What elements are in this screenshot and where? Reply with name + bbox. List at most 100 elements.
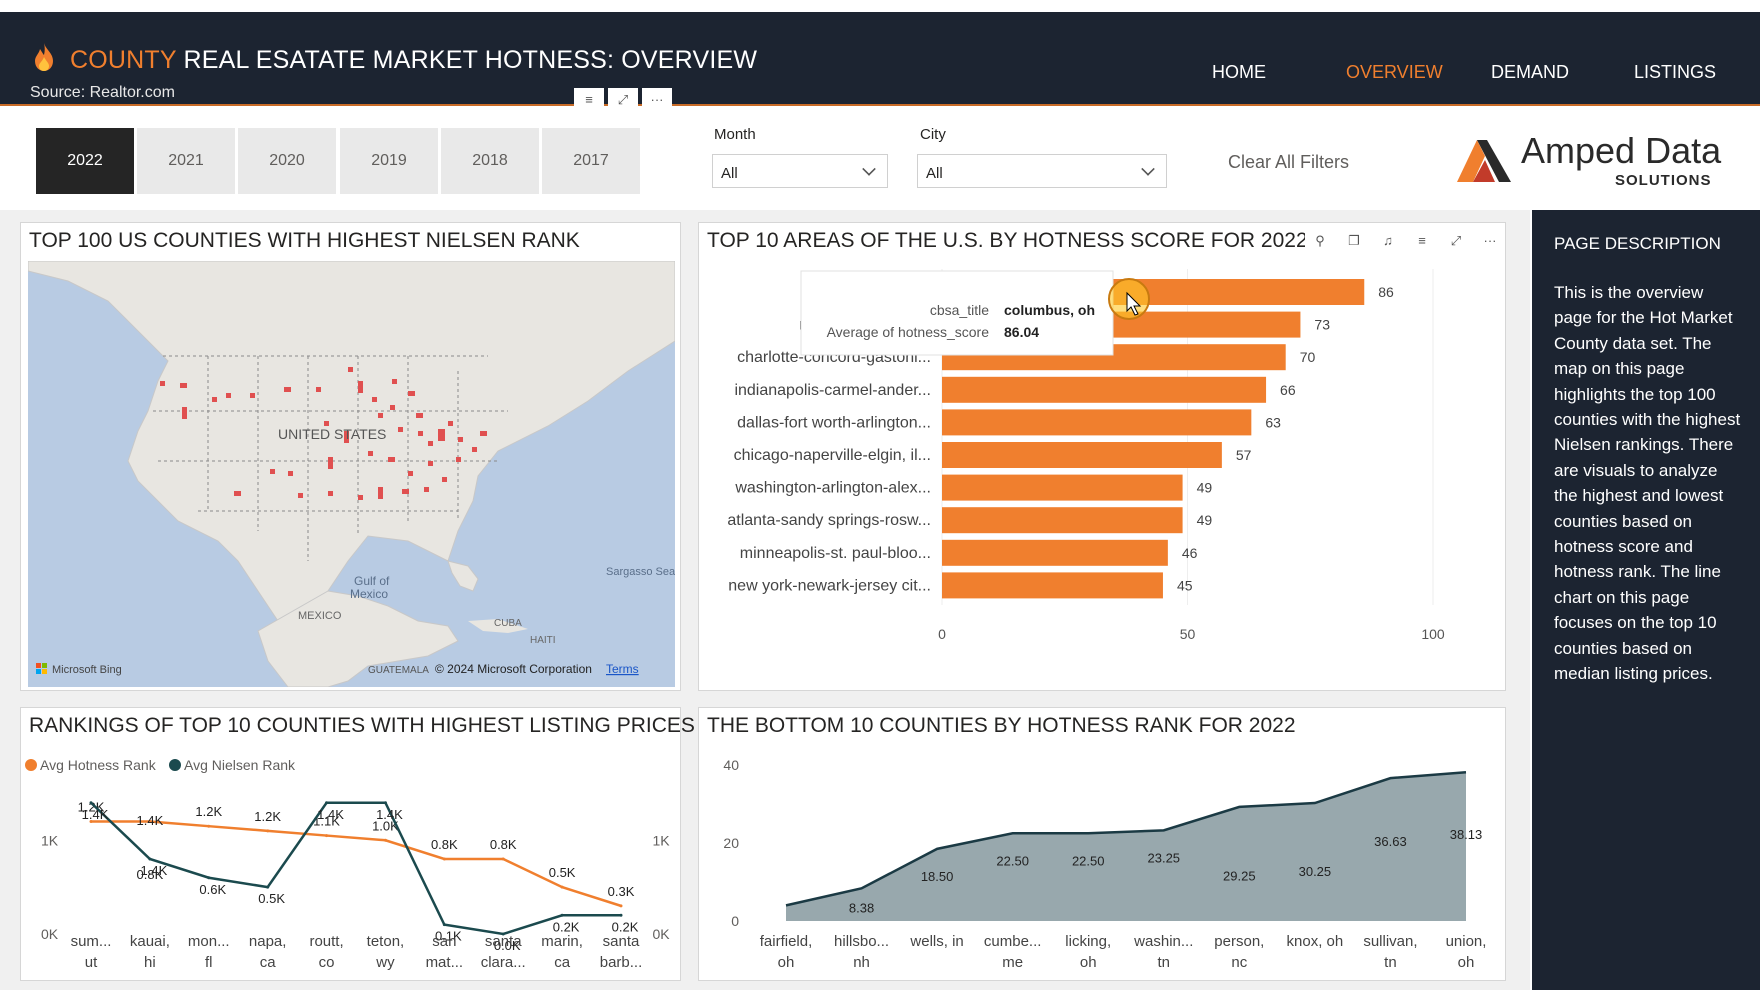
x-tick-label: fl xyxy=(205,954,213,971)
county-marker xyxy=(458,437,463,442)
x-tick-label: union, xyxy=(1446,933,1487,950)
month-value: All xyxy=(721,165,738,182)
series-point xyxy=(266,829,270,833)
x-tick-label: washin... xyxy=(1133,933,1193,950)
x-tick-label: oh xyxy=(778,954,795,971)
legend-label: Avg Nielsen Rank xyxy=(184,757,296,773)
y-tick-label: 20 xyxy=(723,835,739,851)
filter-icon[interactable]: ≡ xyxy=(1407,229,1437,253)
data-label: 22.50 xyxy=(996,853,1029,868)
series-point xyxy=(266,885,270,889)
tooltip-field-label: cbsa_title xyxy=(930,302,989,318)
x-tick-label: wells, in xyxy=(909,933,963,950)
year-button-2019[interactable]: 2019 xyxy=(340,128,438,194)
bar-value-label: 70 xyxy=(1300,349,1316,365)
x-tick-label: clara... xyxy=(481,954,526,971)
nav-home[interactable]: HOME xyxy=(1212,62,1266,82)
x-tick-label: santa xyxy=(603,933,640,950)
county-marker xyxy=(438,429,445,441)
bar-value-label: 57 xyxy=(1236,447,1252,463)
nav-overview[interactable]: OVERVIEW xyxy=(1346,62,1443,82)
series-point xyxy=(442,923,446,927)
county-marker xyxy=(298,493,303,498)
bar-category-label: washington-arlington-alex... xyxy=(734,480,931,497)
x-tick-label: routt, xyxy=(309,933,343,950)
bing-logo: Microsoft Bing xyxy=(36,663,122,676)
expand-icon[interactable]: ⤢ xyxy=(1441,229,1471,253)
flame-icon xyxy=(35,43,53,71)
line-chart[interactable]: Avg Hotness Rank Avg Nielsen Rank 0K 1K 0K 1K… xyxy=(21,744,680,980)
map-label-haiti: HAITI xyxy=(530,635,556,646)
area-chart[interactable]: 0 20 40 8.38 18.50 22.50 22.50 23.25 29.25 30.25 3… xyxy=(699,744,1505,980)
more-options-icon[interactable]: ··· xyxy=(1475,229,1505,253)
line-chart-panel: RANKINGS OF TOP 10 COUNTIES WITH HIGHEST… xyxy=(20,707,695,981)
x-tick-label: kauai, xyxy=(130,933,170,950)
county-marker xyxy=(372,397,377,402)
bar-category-label: minneapolis-st. paul-bloo... xyxy=(740,545,931,562)
map-terms-link[interactable]: Terms xyxy=(606,662,639,676)
bar-value-label: 66 xyxy=(1280,382,1296,398)
series-point xyxy=(501,932,505,936)
x-tick-label: san xyxy=(432,933,456,950)
year-button-2017[interactable]: 2017 xyxy=(542,128,640,194)
county-marker xyxy=(226,393,231,398)
county-marker xyxy=(288,471,293,476)
us-map[interactable]: UNITED STATES Gulf of Mexico MEXICO CUBA… xyxy=(28,261,675,687)
map-title: TOP 100 US COUNTIES WITH HIGHEST NIELSEN… xyxy=(29,229,580,252)
bell-icon[interactable]: ♫ xyxy=(1373,229,1403,253)
bar xyxy=(942,572,1163,599)
x-tick-label: hi xyxy=(144,954,156,971)
cuba-land xyxy=(468,619,528,633)
x-tick-label: teton, xyxy=(367,933,405,950)
series-line xyxy=(90,801,621,936)
x-tick-label: fairfield, xyxy=(760,933,813,950)
copy-icon[interactable]: ❐ xyxy=(1339,229,1369,253)
x-tick-label: oh xyxy=(1080,954,1097,971)
bar-value-label: 86 xyxy=(1378,284,1394,300)
data-label: 0.6K xyxy=(199,882,226,897)
x-tick-label: ut xyxy=(85,954,98,971)
data-label: 36.63 xyxy=(1374,834,1407,849)
chevron-down-icon xyxy=(862,162,876,176)
data-label: 1.4K xyxy=(137,813,164,828)
x-tick-label: tn xyxy=(1158,954,1171,971)
county-marker xyxy=(328,491,333,496)
legend-marker xyxy=(169,759,181,771)
city-dropdown[interactable]: All xyxy=(917,154,1167,188)
county-marker xyxy=(416,413,423,418)
clear-filters-button[interactable]: Clear All Filters xyxy=(1228,152,1350,172)
page-title-rest: REAL ESATATE MARKET HOTNESS: OVERVIEW xyxy=(176,46,758,74)
county-marker xyxy=(388,457,395,462)
year-button-2020[interactable]: 2020 xyxy=(238,128,336,194)
data-label: 0.2K xyxy=(612,919,639,934)
area-chart-panel: THE BOTTOM 10 COUNTIES BY HOTNESS RANK F… xyxy=(698,707,1506,981)
year-button-2021[interactable]: 2021 xyxy=(137,128,235,194)
bar-visual-toolbar: ⚲ ❐ ♫ ≡ ⤢ ··· xyxy=(1305,229,1505,253)
county-marker xyxy=(368,451,373,456)
nav-listings[interactable]: LISTINGS xyxy=(1634,62,1717,82)
year-button-2022[interactable]: 2022 xyxy=(36,128,134,194)
year-button-2018[interactable]: 2018 xyxy=(441,128,539,194)
tooltip-field-label: Average of hotness_score xyxy=(827,324,990,340)
bar-x-tick-label: 100 xyxy=(1421,626,1445,642)
nav-demand[interactable]: DEMAND xyxy=(1491,62,1570,82)
series-point xyxy=(383,801,387,805)
map-label-gulf: Gulf of xyxy=(354,574,390,588)
series-point xyxy=(501,857,505,861)
bar-category-label: chicago-naperville-elgin, il... xyxy=(734,447,931,464)
logo-subtext: SOLUTIONS xyxy=(1615,172,1712,189)
series-point xyxy=(207,824,211,828)
county-marker xyxy=(328,457,333,469)
x-tick-label: santa xyxy=(485,933,522,950)
pin-icon[interactable]: ⚲ xyxy=(1305,229,1335,253)
page-description-panel: PAGE DESCRIPTION This is the overview pa… xyxy=(1532,210,1760,990)
x-tick-label: co xyxy=(319,954,335,971)
map-label-gulf-2: Mexico xyxy=(350,587,388,601)
series-point xyxy=(148,820,152,823)
map-label-mexico: MEXICO xyxy=(298,610,342,622)
tooltip-field-value: columbus, oh xyxy=(1004,302,1095,318)
x-tick-label: sullivan, xyxy=(1363,933,1417,950)
month-label: Month xyxy=(714,126,756,143)
month-dropdown[interactable]: All xyxy=(712,154,888,188)
